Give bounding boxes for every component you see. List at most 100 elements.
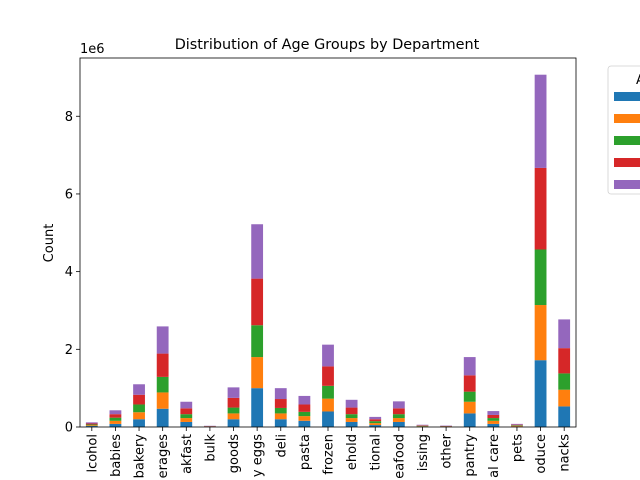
bar-segment xyxy=(85,423,98,425)
x-tick-label: pantry xyxy=(463,434,478,477)
bar-segment xyxy=(322,344,334,367)
bar-segment xyxy=(463,401,476,414)
y-tick-label: 2 xyxy=(65,343,73,358)
bar-segment xyxy=(558,373,571,390)
bar-segment xyxy=(180,418,193,422)
x-tick-label: issing xyxy=(416,434,431,471)
bar-segment xyxy=(511,425,523,427)
x-tick-label: y eggs xyxy=(251,434,266,477)
bar-segment xyxy=(156,326,169,354)
plot-frame xyxy=(79,57,577,428)
bar-segment xyxy=(487,411,500,415)
x-tick-label: ehold xyxy=(345,434,360,470)
x-tick-label: tional xyxy=(369,434,384,470)
x-tick-label: lcohol xyxy=(85,434,100,473)
bar-segment xyxy=(227,419,240,427)
bar-segment xyxy=(392,421,405,427)
x-tick-label: nacks xyxy=(558,434,573,472)
bar-segment xyxy=(392,414,405,419)
y-tick-label: 6 xyxy=(65,187,73,202)
bar-segment xyxy=(298,416,311,421)
bar-segment xyxy=(156,408,169,427)
x-tick-label: babies xyxy=(109,434,124,477)
legend-swatches xyxy=(614,92,640,189)
bar-segment xyxy=(534,249,547,306)
bar-segment xyxy=(487,418,500,421)
bar-segment xyxy=(274,419,287,427)
bar-segment xyxy=(463,413,476,427)
bar-segment xyxy=(109,414,122,418)
bar-segment xyxy=(85,424,98,426)
bar-segment xyxy=(369,419,382,422)
bar-segment xyxy=(109,420,122,424)
legend-swatch xyxy=(614,114,640,123)
bar-segment xyxy=(534,360,547,427)
x-tick-label: pasta xyxy=(298,434,313,470)
bar-segment xyxy=(416,424,429,426)
bars-group xyxy=(85,74,571,427)
bar-segment xyxy=(369,416,382,420)
bar-segment xyxy=(511,424,523,426)
bar-segment xyxy=(85,422,98,424)
y-axis-label: Count xyxy=(42,224,57,263)
bar-segment xyxy=(369,423,382,426)
bar-segment xyxy=(345,418,358,422)
bar-segment xyxy=(274,399,287,408)
x-tick-label: other xyxy=(440,433,455,468)
legend-swatch xyxy=(614,180,640,189)
bar-segment xyxy=(251,325,264,358)
x-tick-label: frozen xyxy=(322,434,337,475)
y-tick-label: 4 xyxy=(65,265,73,280)
bar-segment xyxy=(298,404,311,412)
bar-segment xyxy=(369,421,382,424)
bar-segment xyxy=(274,407,287,414)
bar-segment xyxy=(133,412,145,420)
bar-segment xyxy=(322,411,334,427)
bar-segment xyxy=(392,401,405,409)
legend-title: A xyxy=(636,73,640,88)
bar-segment xyxy=(487,420,500,424)
bar-segment xyxy=(133,404,145,413)
bar-segment xyxy=(156,392,169,409)
x-tick-label: akfast xyxy=(180,434,195,474)
bar-segment xyxy=(322,385,334,399)
bar-segment xyxy=(558,319,571,349)
bar-segment xyxy=(511,425,523,426)
legend: A xyxy=(607,65,640,195)
bar-segment xyxy=(180,421,193,427)
x-axis: lcohol babies bakery erages akfast bulk goods y… xyxy=(85,427,573,479)
bar-segment xyxy=(345,399,358,408)
bar-segment xyxy=(534,167,547,250)
x-tick-label: erages xyxy=(156,434,171,479)
bar-segment xyxy=(298,420,311,427)
x-tick-label: al care xyxy=(487,434,502,478)
bar-segment xyxy=(85,426,98,427)
bar-segment xyxy=(109,423,122,427)
bar-segment xyxy=(487,423,500,427)
x-tick-label: bulk xyxy=(203,434,218,462)
bar-segment xyxy=(251,388,264,427)
y-axis: 0 2 4 6 8 xyxy=(65,110,80,436)
bar-segment xyxy=(463,357,476,376)
bar-segment xyxy=(274,388,287,400)
chart-title: Distribution of Age Groups by Department xyxy=(175,37,480,53)
bar-segment xyxy=(322,366,334,386)
x-tick-label: goods xyxy=(227,434,242,473)
bar-segment xyxy=(345,407,358,415)
bar-segment xyxy=(227,407,240,414)
bar-segment xyxy=(369,425,382,427)
bar-segment xyxy=(345,421,358,427)
bar-segment xyxy=(463,375,476,392)
bar-segment xyxy=(487,414,500,419)
legend-swatch xyxy=(614,136,640,145)
bar-segment xyxy=(156,353,169,377)
bar-segment xyxy=(251,224,264,279)
bar-segment xyxy=(322,398,334,412)
bar-segment xyxy=(180,408,193,415)
x-tick-label: pets xyxy=(510,434,525,462)
bar-segment xyxy=(227,387,240,398)
x-tick-label: eafood xyxy=(392,434,407,479)
bar-segment xyxy=(558,406,571,427)
legend-swatch xyxy=(614,158,640,167)
